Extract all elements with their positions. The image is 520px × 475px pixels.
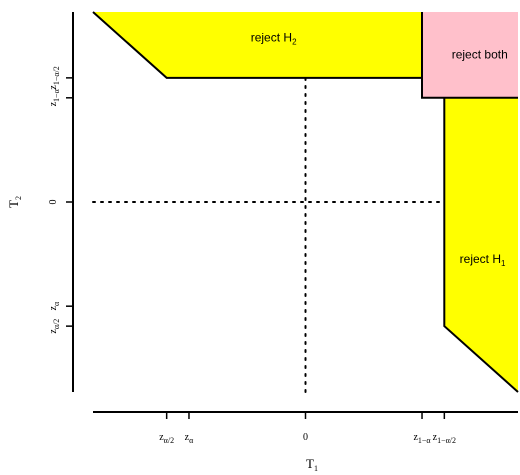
y-tick-label-sub: α: [52, 301, 61, 306]
reject-h2-region-label-sub: 2: [292, 37, 297, 46]
x-tick-label: z1−α/2: [433, 432, 456, 445]
x-tick-label-sub: α/2: [164, 436, 174, 445]
reject-h2-region: [93, 12, 422, 78]
reject-both-region-label-main: reject both: [452, 47, 508, 61]
y-tick-label-sub: 1−α: [52, 88, 61, 102]
y-tick-label: z1−α: [48, 88, 61, 106]
x-tick-label-main: 0: [303, 432, 308, 443]
x-axis-title-sub: 1: [314, 464, 318, 473]
x-tick-label: 0: [303, 432, 308, 443]
reject-h1-region-label: reject H1: [460, 252, 506, 268]
y-axis-title-sub: 2: [14, 196, 23, 200]
x-tick-label: zα/2: [159, 432, 174, 445]
y-tick-label: zα: [48, 301, 61, 310]
y-tick-label-main: 0: [48, 200, 59, 205]
x-tick-label-sub: 1−α/2: [437, 436, 456, 445]
y-axis-title-main: T: [6, 200, 21, 208]
y-tick-label: 0: [48, 200, 59, 205]
x-tick-label-main: z: [159, 432, 164, 443]
axes-layer: [66, 12, 518, 419]
y-tick-label-main: z: [48, 306, 59, 311]
x-tick-label: z1−α: [413, 432, 431, 445]
y-axis-title: T2: [6, 196, 23, 208]
x-axis-title: T1: [306, 456, 318, 473]
reject-both-region-label: reject both: [452, 47, 508, 61]
y-tick-label: z1−α/2: [48, 66, 61, 89]
x-tick-label-main: z: [433, 432, 438, 443]
reject-both-boundary: [421, 12, 518, 99]
reject-both-region: [422, 12, 518, 98]
reject-h2-region-label: reject H2: [251, 30, 297, 46]
reject-h2-boundary: [92, 11, 422, 79]
reject-h1-region: [444, 97, 518, 393]
labels-layer: zα/2 zα 0 z1−α z1−α/2zα/2zα0z1−αz1−α/2T1T2re…: [6, 30, 508, 473]
reject-h1-boundary: [443, 97, 519, 393]
reference-lines-layer: [92, 76, 446, 393]
y-tick-label-main: z: [48, 329, 59, 334]
x-tick-label-main: z: [185, 432, 190, 443]
regions-layer: [92, 11, 519, 393]
y-tick-label-main: z: [48, 85, 59, 90]
y-tick-label-sub: α/2: [52, 319, 61, 329]
reject-h1-region-label-main: reject H: [460, 252, 501, 266]
y-tick-label: zα/2: [48, 319, 61, 334]
reject-h1-region-label-sub: 1: [501, 259, 506, 268]
y-tick-label-sub: 1−α/2: [52, 66, 61, 85]
y-tick-label-main: z: [48, 101, 59, 106]
x-tick-label-main: z: [413, 432, 418, 443]
x-tick-label-sub: 1−α: [418, 436, 432, 445]
x-tick-label: zα: [185, 432, 194, 445]
x-tick-label-sub: α: [189, 436, 194, 445]
x-axis-title-main: T: [306, 456, 314, 471]
reject-h2-region-label-main: reject H: [251, 30, 292, 44]
